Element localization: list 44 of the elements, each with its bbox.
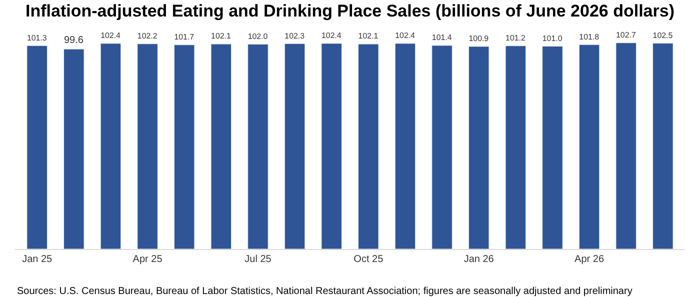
data-label: 102.7: [616, 30, 636, 40]
bar: [432, 45, 452, 249]
bar: [652, 43, 674, 249]
data-label: 102.2: [137, 31, 158, 40]
bar: [616, 42, 636, 249]
bar: [64, 48, 84, 249]
data-label: 101.8: [579, 32, 600, 42]
bar: [26, 45, 48, 249]
x-tick-label: Apr 26: [574, 254, 604, 265]
data-label: 102.4: [395, 31, 416, 40]
bar: [468, 46, 490, 249]
bar: [284, 43, 306, 249]
data-label: 102.4: [100, 31, 122, 40]
x-tick-label: Apr 25: [132, 254, 163, 265]
source-note: Sources: U.S. Census Bureau, Bureau of Labor Statistics, National Restaurant Association; figures are seasonally adjusted and preliminary: [17, 286, 632, 297]
data-label: 101.3: [26, 33, 48, 42]
data-label: 102.0: [248, 32, 268, 41]
data-label: 100.9: [468, 34, 490, 44]
bar: [542, 46, 563, 249]
x-tick-label: Jan 25: [22, 254, 53, 265]
data-label: 102.3: [284, 31, 306, 40]
bar: [358, 44, 379, 249]
data-label: 101.4: [432, 33, 452, 42]
bar: [100, 43, 122, 249]
x-tick-label: Jul 25: [244, 254, 272, 265]
data-label: 101.7: [174, 32, 195, 42]
bar: [137, 44, 158, 249]
bar: [321, 43, 342, 249]
x-tick-label: Oct 25: [354, 254, 384, 265]
data-label: 102.1: [211, 32, 232, 41]
bar: [174, 44, 195, 249]
data-label: 102.4: [321, 31, 342, 40]
bar: [210, 44, 232, 249]
bar: [394, 43, 416, 249]
data-label: 101.0: [542, 34, 563, 43]
bar: [248, 44, 268, 249]
data-label: 99.6: [64, 35, 84, 46]
data-label: 102.5: [652, 30, 674, 40]
data-label: 101.2: [506, 33, 526, 42]
bar: [505, 46, 526, 249]
chart-title: Inflation-adjusted Eating and Drinking Place Sales (billions of June 2026 dollars): [26, 1, 674, 20]
data-label: 102.1: [358, 32, 379, 41]
bar: [578, 44, 600, 249]
x-tick-label: Jan 26: [464, 254, 494, 265]
